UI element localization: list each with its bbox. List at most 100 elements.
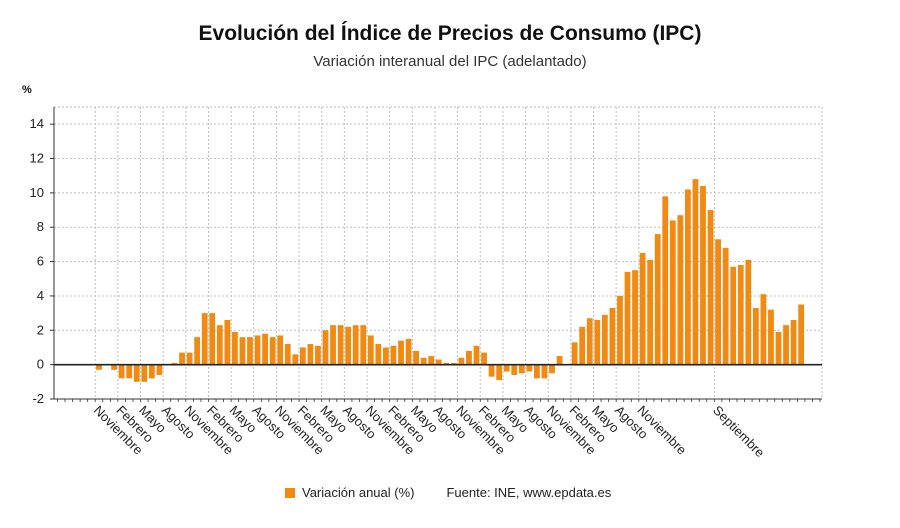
bar xyxy=(269,337,276,365)
bar xyxy=(798,304,805,365)
y-tick-label: 12 xyxy=(30,151,44,166)
bar xyxy=(722,247,729,365)
bar xyxy=(435,359,442,365)
bar xyxy=(594,319,601,365)
bar xyxy=(745,259,752,365)
bar xyxy=(677,215,684,365)
bar xyxy=(654,234,661,365)
bar xyxy=(601,314,608,365)
bar xyxy=(488,364,495,377)
y-tick-label: 14 xyxy=(30,116,44,131)
bar xyxy=(571,342,578,365)
bar xyxy=(458,357,465,365)
legend-series-label: Variación anual (%) xyxy=(302,485,415,500)
y-tick-label: 8 xyxy=(37,219,44,234)
y-tick-label: 2 xyxy=(37,322,44,337)
bar xyxy=(541,364,548,379)
bar xyxy=(141,364,148,382)
y-unit-label: % xyxy=(22,84,32,96)
bar xyxy=(292,354,299,365)
bar xyxy=(586,318,593,365)
bar xyxy=(775,332,782,365)
bar xyxy=(473,345,480,365)
bar xyxy=(201,313,208,365)
bar xyxy=(639,253,646,365)
bar xyxy=(518,364,525,374)
bar xyxy=(322,330,329,365)
bar xyxy=(549,364,555,374)
bar xyxy=(685,189,691,365)
bar xyxy=(632,270,638,365)
y-tick-label: 4 xyxy=(37,288,44,303)
bar xyxy=(730,266,737,365)
bar xyxy=(345,326,352,365)
bar xyxy=(450,362,457,365)
bar xyxy=(224,319,231,365)
bar xyxy=(111,364,117,370)
bar xyxy=(247,337,253,365)
bar xyxy=(443,362,450,365)
bar xyxy=(737,265,744,365)
y-tick-label: -2 xyxy=(32,391,44,406)
legend: Variación anual (%) Fuente: INE, www.epd… xyxy=(285,485,611,500)
bar xyxy=(662,196,669,365)
bar xyxy=(360,325,367,365)
bar xyxy=(579,326,586,365)
bar xyxy=(133,364,140,382)
bar xyxy=(352,325,359,365)
bar xyxy=(526,364,533,372)
bar xyxy=(496,364,503,381)
bar xyxy=(375,344,382,365)
bar xyxy=(118,364,125,379)
bar-layer xyxy=(96,179,805,382)
chart-title: Evolución del Índice de Precios de Consu… xyxy=(198,22,702,45)
bar xyxy=(390,345,397,365)
bar xyxy=(420,357,427,365)
bar xyxy=(556,356,563,365)
bar xyxy=(194,337,201,365)
bar xyxy=(707,210,714,365)
y-tick-label: 10 xyxy=(30,185,44,200)
bar xyxy=(503,364,510,372)
bar xyxy=(156,364,163,375)
bar xyxy=(171,362,178,365)
bar xyxy=(216,325,223,365)
bar xyxy=(617,295,623,365)
bar xyxy=(262,333,268,365)
bar xyxy=(209,313,216,365)
bar xyxy=(179,352,185,365)
x-tick-label: Septiembre xyxy=(710,403,768,461)
bar xyxy=(383,347,389,365)
chart-subtitle: Variación interanual del IPC (adelantado… xyxy=(313,53,587,70)
source-text: Fuente: INE, www.epdata.es xyxy=(446,485,612,500)
bar xyxy=(337,325,344,365)
bar xyxy=(398,340,404,365)
bar xyxy=(299,347,306,365)
bar xyxy=(647,259,654,365)
bar xyxy=(534,364,540,379)
bar xyxy=(330,325,336,365)
bar xyxy=(609,307,616,365)
bar xyxy=(405,338,412,365)
bar xyxy=(315,345,321,365)
bar xyxy=(715,239,721,365)
y-tick-label: 6 xyxy=(37,254,44,269)
bar xyxy=(367,335,374,365)
bar xyxy=(126,364,133,379)
bar xyxy=(232,332,238,365)
bar xyxy=(700,186,706,365)
bar xyxy=(783,325,789,365)
grid-layer xyxy=(54,106,823,400)
bar xyxy=(148,364,155,379)
bar xyxy=(307,344,314,365)
bar xyxy=(511,364,518,375)
bar xyxy=(413,350,419,365)
bar xyxy=(669,220,676,365)
bar xyxy=(96,364,102,370)
bar xyxy=(277,335,284,365)
y-tick-label: 0 xyxy=(37,357,44,372)
bar xyxy=(284,344,291,365)
bar xyxy=(760,294,767,365)
bar xyxy=(752,307,759,365)
